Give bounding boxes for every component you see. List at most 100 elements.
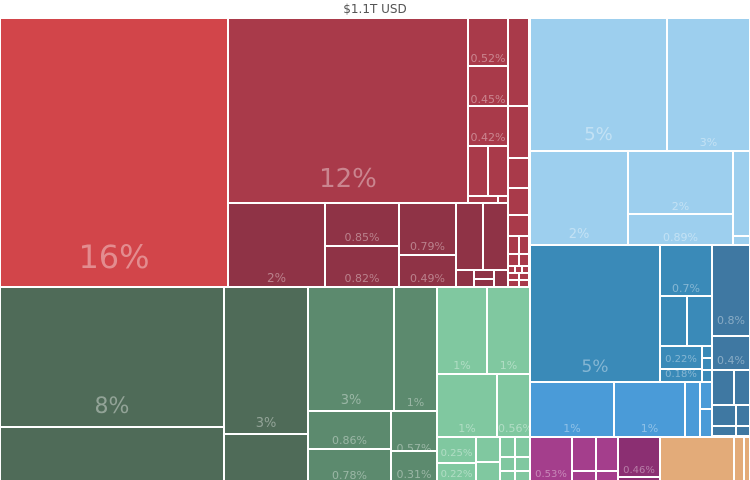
treemap-tile-11[interactable] [488, 146, 508, 196]
treemap-tile-97[interactable] [734, 437, 744, 480]
treemap-tile-78[interactable] [712, 370, 734, 405]
treemap-tile-63[interactable]: 2% [628, 151, 733, 214]
treemap-tile-91[interactable] [572, 471, 596, 480]
treemap-tile-44[interactable]: 0.57% [391, 411, 437, 451]
treemap-tile-38[interactable]: 3% [224, 287, 308, 434]
treemap-tile-41[interactable]: 1% [394, 287, 437, 411]
treemap-tile-29[interactable] [508, 266, 515, 273]
treemap-tile-43[interactable]: 0.78% [308, 449, 391, 480]
treemap-tile-95[interactable] [618, 477, 660, 480]
treemap-tile-79[interactable] [734, 370, 750, 405]
treemap-tile-45[interactable]: 0.31% [391, 451, 437, 480]
treemap-tile-98[interactable] [744, 437, 750, 480]
treemap-tile-40[interactable]: 3% [308, 287, 394, 411]
tile-label-67: 5% [581, 357, 609, 377]
treemap-tile-66[interactable] [733, 236, 750, 245]
treemap-tile-52[interactable] [476, 437, 500, 462]
treemap-tile-88[interactable] [700, 409, 712, 437]
treemap-tile-31[interactable] [522, 266, 529, 273]
treemap-tile-6[interactable]: 0.49% [399, 255, 456, 287]
treemap-tile-7[interactable]: 0.52% [468, 18, 508, 66]
treemap-tile-71[interactable]: 0.22% [660, 346, 702, 369]
treemap-tile-94[interactable]: 0.46% [618, 437, 660, 477]
treemap-tile-61[interactable]: 3% [667, 18, 750, 151]
treemap-tile-22[interactable] [474, 279, 494, 287]
treemap-tile-93[interactable] [596, 471, 618, 480]
treemap-tile-30[interactable] [515, 266, 522, 273]
treemap-tile-55[interactable] [515, 437, 530, 457]
treemap-tile-89[interactable]: 0.53% [530, 437, 572, 480]
treemap-tile-1[interactable]: 12% [228, 18, 468, 203]
treemap-tile-73[interactable] [702, 346, 712, 358]
treemap-tile-16[interactable] [508, 158, 529, 188]
treemap-tile-83[interactable] [736, 426, 750, 436]
treemap-tile-81[interactable] [736, 405, 750, 426]
treemap-tile-27[interactable] [508, 254, 519, 266]
treemap-tile-74[interactable] [702, 358, 712, 370]
treemap-tile-23[interactable] [494, 270, 508, 287]
treemap-tile-33[interactable] [519, 273, 529, 280]
treemap-tile-57[interactable] [515, 457, 530, 471]
treemap-tile-25[interactable] [508, 236, 519, 254]
treemap-tile-36[interactable]: 8% [0, 287, 224, 427]
treemap-tile-87[interactable] [700, 382, 712, 409]
treemap-tile-26[interactable] [519, 236, 529, 254]
treemap-tile-54[interactable] [500, 437, 515, 457]
treemap-tile-59[interactable] [515, 471, 530, 480]
treemap-tile-85[interactable]: 1% [614, 382, 685, 437]
treemap-tile-70[interactable] [687, 296, 712, 346]
treemap-tile-35[interactable] [519, 280, 529, 287]
treemap-tile-34[interactable] [508, 280, 519, 287]
treemap-tile-12[interactable] [468, 196, 498, 203]
treemap-tile-53[interactable] [476, 462, 500, 480]
treemap-tile-62[interactable]: 2% [530, 151, 628, 245]
treemap-tile-65[interactable] [733, 151, 750, 236]
treemap-tile-96[interactable] [660, 437, 734, 480]
treemap-tile-80[interactable] [712, 405, 736, 426]
treemap-tile-86[interactable] [685, 382, 700, 437]
treemap-tile-17[interactable] [508, 188, 529, 215]
treemap-tile-4[interactable]: 0.82% [325, 246, 399, 287]
treemap-tile-49[interactable]: 0.56% [497, 374, 530, 437]
treemap-tile-10[interactable] [468, 146, 488, 196]
treemap-tile-64[interactable]: 0.89% [628, 214, 733, 245]
treemap-tile-47[interactable]: 1% [487, 287, 530, 374]
treemap-tile-42[interactable]: 0.86% [308, 411, 391, 449]
treemap-tile-28[interactable] [519, 254, 529, 266]
treemap-tile-15[interactable] [508, 106, 529, 158]
treemap-tile-37[interactable] [0, 427, 224, 480]
treemap-tile-20[interactable] [456, 270, 474, 287]
treemap-tile-50[interactable]: 0.25% [437, 437, 476, 463]
treemap-tile-84[interactable]: 1% [530, 382, 614, 437]
treemap-tile-68[interactable]: 0.7% [660, 245, 712, 296]
treemap-tile-90[interactable] [572, 437, 596, 471]
treemap-tile-51[interactable]: 0.22% [437, 463, 476, 480]
treemap-tile-72[interactable]: 0.18% [660, 369, 702, 382]
treemap-tile-77[interactable]: 0.4% [712, 336, 750, 370]
treemap-tile-48[interactable]: 1% [437, 374, 497, 437]
treemap-tile-13[interactable] [498, 196, 508, 203]
treemap-tile-14[interactable] [508, 18, 529, 106]
treemap-tile-0[interactable]: 16% [0, 18, 228, 287]
treemap-tile-75[interactable] [702, 370, 712, 382]
treemap-tile-39[interactable] [224, 434, 308, 480]
treemap-tile-3[interactable]: 0.85% [325, 203, 399, 246]
treemap-tile-21[interactable] [474, 270, 494, 279]
treemap-tile-58[interactable] [500, 471, 515, 480]
treemap-tile-76[interactable]: 0.8% [712, 245, 750, 336]
treemap-tile-32[interactable] [508, 273, 519, 280]
treemap-tile-82[interactable] [712, 426, 736, 436]
treemap-tile-5[interactable]: 0.79% [399, 203, 456, 255]
treemap-tile-19[interactable] [483, 203, 508, 270]
treemap-tile-46[interactable]: 1% [437, 287, 487, 374]
treemap-tile-69[interactable] [660, 296, 687, 346]
treemap-tile-24[interactable] [508, 215, 529, 236]
treemap-tile-8[interactable]: 0.45% [468, 66, 508, 106]
treemap-tile-18[interactable] [456, 203, 483, 270]
treemap-tile-56[interactable] [500, 457, 515, 471]
treemap-tile-60[interactable]: 5% [530, 18, 667, 151]
treemap-tile-67[interactable]: 5% [530, 245, 660, 382]
treemap-tile-9[interactable]: 0.42% [468, 106, 508, 146]
treemap-tile-92[interactable] [596, 437, 618, 471]
treemap-tile-2[interactable]: 2% [228, 203, 325, 287]
